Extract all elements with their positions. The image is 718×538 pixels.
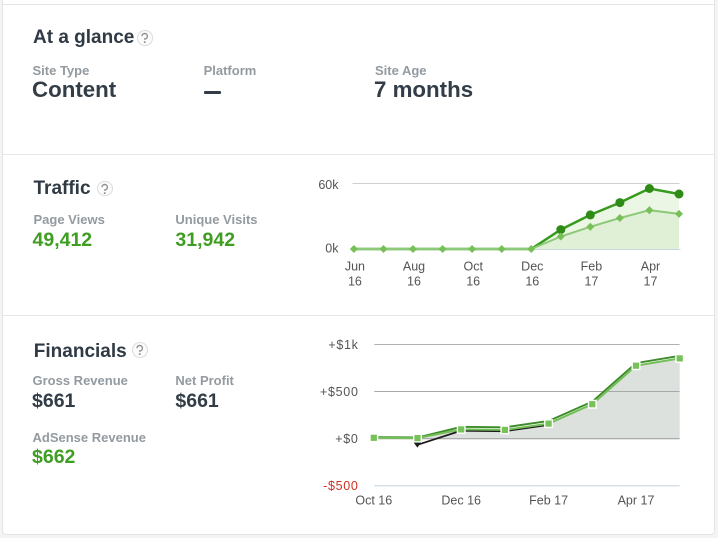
svg-text:Dec: Dec: [521, 260, 543, 274]
svg-text:16: 16: [407, 274, 421, 288]
svg-text:+$500: +$500: [320, 385, 359, 399]
svg-text:0k: 0k: [325, 241, 339, 255]
svg-text:Oct 16: Oct 16: [355, 494, 392, 508]
svg-text:+$1k: +$1k: [328, 338, 358, 352]
svg-text:Dec 16: Dec 16: [441, 494, 481, 508]
svg-text:Apr: Apr: [641, 260, 660, 274]
svg-text:Apr 17: Apr 17: [618, 494, 655, 508]
svg-text:Oct: Oct: [463, 260, 483, 274]
svg-text:Aug: Aug: [403, 260, 425, 274]
svg-text:17: 17: [644, 274, 658, 288]
svg-text:17: 17: [584, 274, 598, 288]
svg-text:16: 16: [348, 274, 362, 288]
svg-text:16: 16: [466, 274, 480, 288]
svg-text:Jun: Jun: [345, 260, 365, 274]
svg-text:60k: 60k: [318, 178, 339, 192]
svg-text:16: 16: [525, 274, 539, 288]
svg-text:Feb: Feb: [581, 260, 603, 274]
svg-text:Feb 17: Feb 17: [529, 494, 568, 508]
svg-text:+$0: +$0: [335, 432, 358, 446]
svg-text:-$500: -$500: [323, 479, 358, 493]
